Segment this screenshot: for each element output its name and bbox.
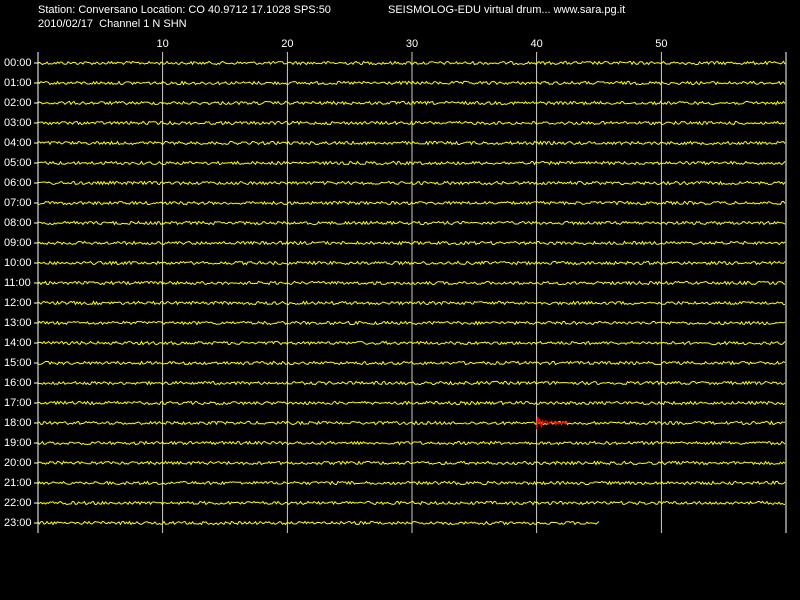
row-label: 12:00: [4, 297, 32, 309]
chart-subtitle: 2010/02/17 Channel 1 N SHN: [38, 18, 187, 30]
source: SEISMOLOG-EDU virtual drum... www.sara.p…: [388, 4, 625, 16]
trace: [37, 100, 786, 106]
trace: [37, 440, 786, 446]
x-tick-label: 50: [655, 38, 667, 50]
row-label: 04:00: [4, 137, 32, 149]
row-label: 01:00: [4, 77, 32, 89]
trace: [37, 340, 786, 346]
trace: [37, 220, 786, 226]
trace: [37, 180, 786, 186]
row-label: 03:00: [4, 117, 32, 129]
trace: [37, 240, 786, 246]
trace: [37, 520, 600, 526]
trace: [37, 420, 785, 426]
trace: [37, 460, 786, 466]
trace: [37, 380, 786, 386]
row-label: 21:00: [4, 477, 32, 489]
x-tick-label: 10: [157, 38, 169, 50]
row-label: 11:00: [4, 277, 31, 289]
trace: [37, 280, 786, 286]
row-label: 14:00: [4, 337, 32, 349]
row-label: 16:00: [4, 377, 32, 389]
trace: [37, 500, 786, 506]
trace: [37, 320, 786, 326]
row-label: 17:00: [4, 397, 32, 409]
event-trace: [536, 416, 569, 430]
x-tick-label: 40: [531, 38, 543, 50]
row-label: 00:00: [4, 57, 32, 69]
trace: [38, 400, 786, 406]
trace: [37, 300, 786, 306]
row-label: 15:00: [4, 357, 32, 369]
row-label: 06:00: [4, 177, 32, 189]
row-label: 13:00: [4, 317, 32, 329]
trace: [37, 260, 786, 266]
x-tick-label: 20: [281, 38, 293, 50]
row-label: 10:00: [4, 257, 32, 269]
trace: [37, 480, 786, 486]
row-label: 20:00: [4, 457, 32, 469]
trace: [37, 140, 786, 146]
trace: [37, 160, 786, 166]
row-label: 19:00: [4, 437, 32, 449]
chart-title: Station: Conversano Location: CO 40.9712…: [38, 4, 331, 16]
row-label: 07:00: [4, 197, 32, 209]
trace: [37, 200, 786, 206]
row-label: 02:00: [4, 97, 32, 109]
trace: [37, 360, 786, 366]
x-tick-label: 30: [406, 38, 418, 50]
row-label: 18:00: [4, 417, 32, 429]
row-label: 23:00: [4, 517, 32, 529]
row-label: 08:00: [4, 217, 32, 229]
trace: [37, 80, 786, 86]
row-label: 09:00: [4, 237, 32, 249]
trace: [37, 60, 786, 66]
row-label: 05:00: [4, 157, 32, 169]
row-label: 22:00: [4, 497, 32, 509]
trace: [37, 120, 786, 126]
